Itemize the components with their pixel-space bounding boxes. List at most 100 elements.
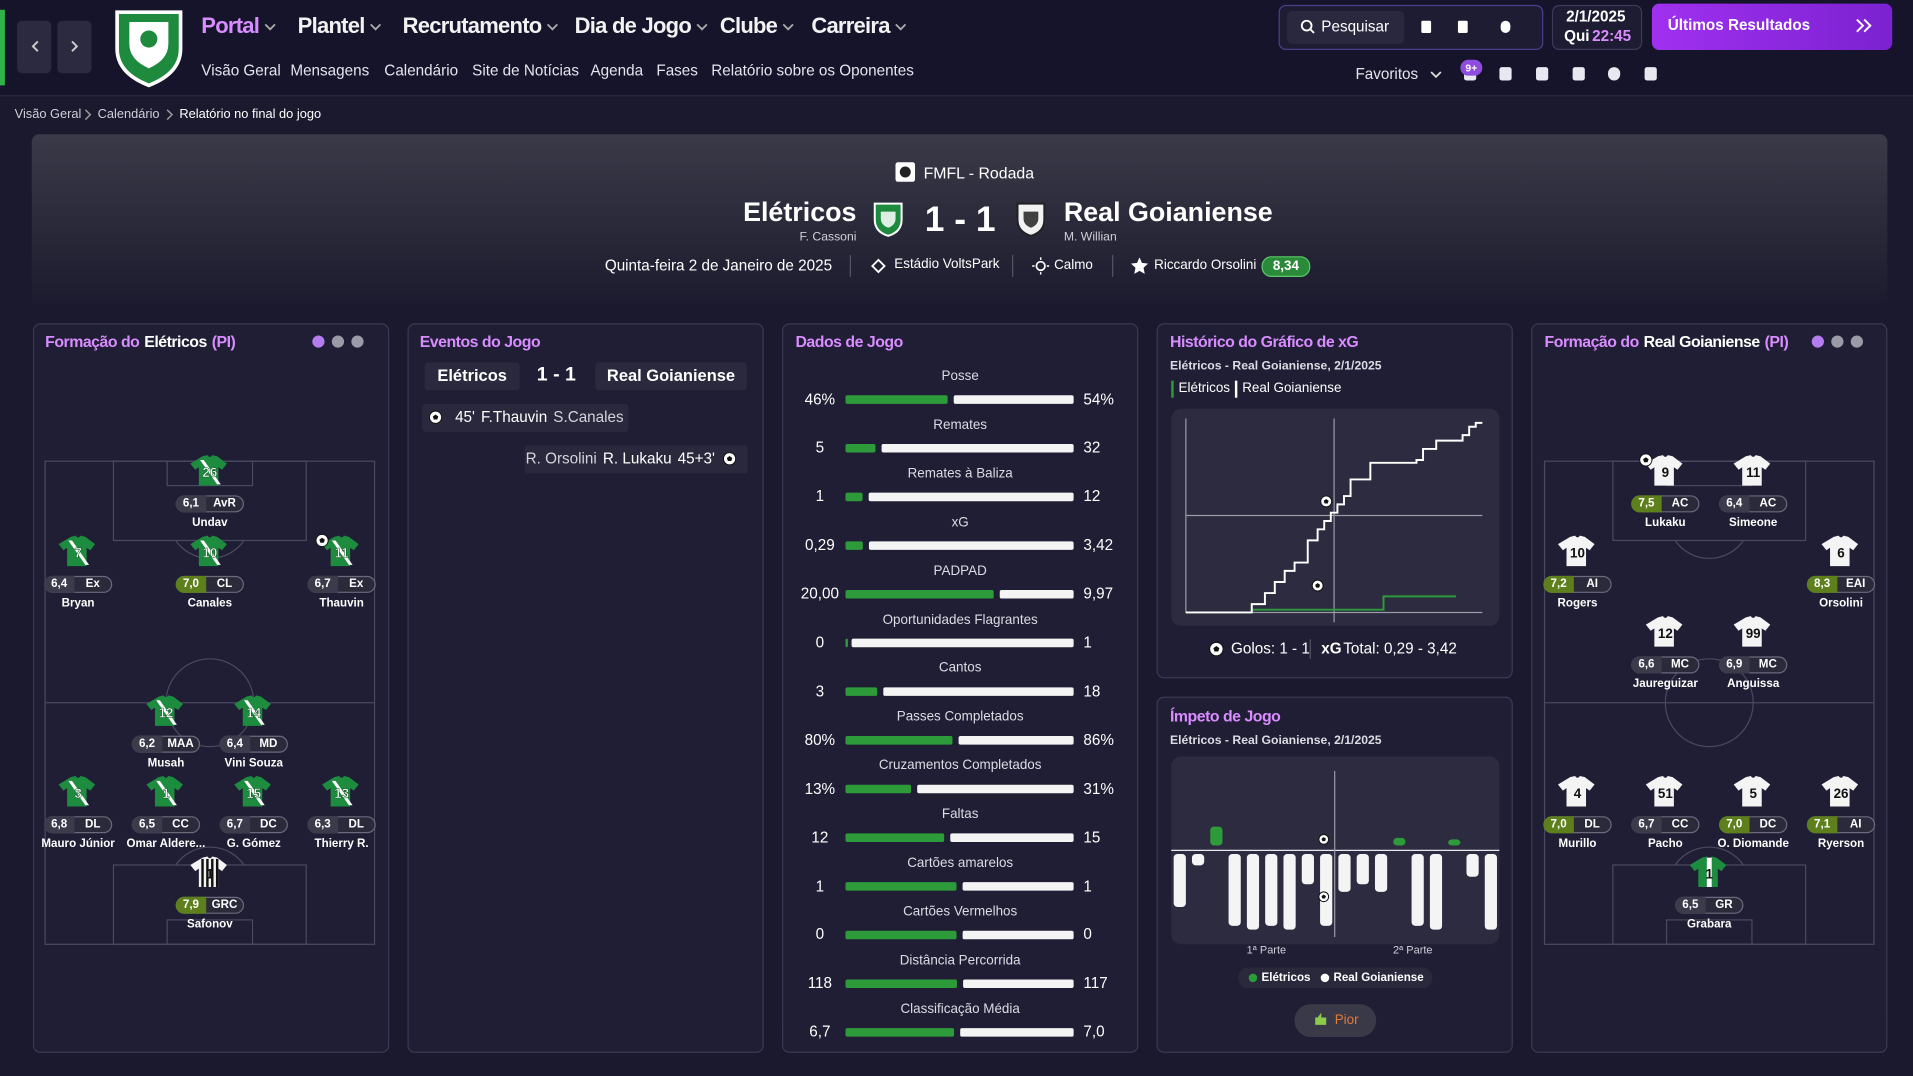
sub-menu-item[interactable]: Visão Geral bbox=[201, 61, 281, 79]
shirt-stripe bbox=[244, 780, 265, 806]
player-rating: 6,4 bbox=[1726, 496, 1743, 511]
xg-total-label: xG bbox=[1321, 640, 1342, 658]
main-menu-item[interactable]: Dia de Jogo bbox=[574, 13, 692, 38]
results-chevrons bbox=[1856, 18, 1872, 33]
stat-away: 12 bbox=[1083, 488, 1101, 506]
stat-label: PADPAD bbox=[933, 563, 987, 579]
player-name[interactable]: Vini Souza bbox=[224, 756, 283, 771]
away-lineup-panel bbox=[1531, 323, 1888, 1053]
player-position: AvR bbox=[213, 496, 236, 511]
stat-label: Remates bbox=[933, 417, 988, 433]
stat-away: 0 bbox=[1083, 926, 1092, 944]
player-name[interactable]: Omar Aldere... bbox=[126, 837, 206, 851]
player-name[interactable]: Bryan bbox=[61, 596, 95, 611]
latest-results-button[interactable] bbox=[1651, 3, 1893, 51]
player-rating: 6,7 bbox=[314, 577, 331, 591]
player-name[interactable]: G. Gómez bbox=[226, 837, 281, 851]
player-position: EAI bbox=[1846, 577, 1866, 591]
main-menu-item[interactable]: Portal bbox=[201, 13, 260, 38]
stat-home: 118 bbox=[807, 974, 833, 992]
stat-home: 6,7 bbox=[809, 1023, 831, 1041]
breadcrumb-item[interactable]: Calendário bbox=[97, 107, 160, 122]
toolbar-icon bbox=[1457, 20, 1468, 33]
events-away: Real Goianiense bbox=[606, 366, 736, 385]
rating-cell bbox=[131, 735, 163, 753]
player-name[interactable]: Ryerson bbox=[1817, 837, 1865, 851]
search-button[interactable] bbox=[1287, 10, 1405, 44]
xg-line bbox=[1185, 421, 1483, 614]
page-dot bbox=[351, 335, 364, 348]
player-position: CC bbox=[172, 817, 189, 832]
main-menu-item[interactable]: Recrutamento bbox=[402, 13, 543, 38]
player-name[interactable]: Thauvin bbox=[319, 596, 364, 611]
shirt-number: 13 bbox=[334, 786, 349, 801]
stat-away: 9,97 bbox=[1083, 585, 1114, 603]
worse-button-label[interactable]: Pior bbox=[1334, 1013, 1359, 1028]
player-name[interactable]: Musah bbox=[147, 756, 185, 771]
shirt-stripe bbox=[211, 858, 214, 887]
sub-menu-item[interactable]: Fases bbox=[656, 61, 698, 79]
player-name[interactable]: Simeone bbox=[1729, 516, 1778, 530]
stat-label: Remates à Baliza bbox=[907, 466, 1013, 482]
main-menu-item[interactable]: Carreira bbox=[811, 13, 890, 38]
player-name[interactable]: O. Diomande bbox=[1717, 837, 1789, 851]
favorites[interactable]: Favoritos bbox=[1355, 65, 1419, 83]
player-position: AI bbox=[1586, 577, 1598, 591]
player-name[interactable]: Mauro Júnior bbox=[41, 837, 115, 851]
favorite-icon bbox=[1644, 67, 1657, 81]
chevron-down bbox=[782, 23, 794, 31]
player-name[interactable]: Murillo bbox=[1558, 837, 1597, 851]
worse-button[interactable] bbox=[1294, 1004, 1377, 1038]
stat-away: 18 bbox=[1083, 682, 1101, 700]
main-menu-item[interactable]: Plantel bbox=[297, 13, 366, 38]
panel-title-suffix: (PI) bbox=[211, 332, 236, 351]
player-name[interactable]: Rogers bbox=[1557, 596, 1598, 611]
player-shirt bbox=[1733, 616, 1771, 647]
latest-results-label[interactable]: Últimos Resultados bbox=[1667, 16, 1811, 34]
sub-menu-item[interactable]: Agenda bbox=[590, 61, 644, 79]
player-name[interactable]: Pacho bbox=[1647, 837, 1683, 851]
player-name[interactable]: Orsolini bbox=[1819, 596, 1863, 611]
forward-button[interactable] bbox=[57, 20, 92, 74]
player-name[interactable]: Lukaku bbox=[1645, 516, 1686, 530]
stat-bar-home bbox=[845, 736, 953, 745]
stat-bar-away bbox=[958, 736, 1074, 745]
stat-away: 117 bbox=[1083, 974, 1108, 992]
search-label[interactable]: Pesquisar bbox=[1321, 17, 1390, 36]
player-name[interactable]: Grabara bbox=[1687, 917, 1732, 932]
sub-menu-item[interactable]: Calendário bbox=[384, 61, 459, 79]
ball-icon bbox=[1318, 834, 1330, 845]
main-menu-item[interactable]: Clube bbox=[719, 13, 778, 38]
player-name[interactable]: Canales bbox=[187, 596, 233, 611]
player-position: GRC bbox=[211, 898, 238, 912]
xg-total: Total: 0,29 - 3,42 bbox=[1343, 640, 1457, 658]
page-dot bbox=[1831, 335, 1844, 348]
sub-menu-item[interactable]: Relatório sobre os Oponentes bbox=[711, 61, 914, 79]
stat-label: Posse bbox=[941, 369, 979, 384]
stat-home: 5 bbox=[815, 439, 825, 457]
player-name[interactable]: Undav bbox=[192, 516, 228, 530]
player-name[interactable]: Anguissa bbox=[1727, 677, 1780, 691]
rating-cell bbox=[1631, 495, 1662, 513]
stat-away: 7,0 bbox=[1083, 1023, 1105, 1041]
player-rating: 7,1 bbox=[1814, 817, 1831, 832]
sub-menu-item[interactable]: Site de Notícias bbox=[472, 61, 579, 79]
shirt-number: 6 bbox=[1837, 545, 1844, 560]
player-name[interactable]: Safonov bbox=[186, 917, 233, 932]
stat-label: Passes Completados bbox=[896, 709, 1024, 725]
breadcrumb-item[interactable]: Visão Geral bbox=[14, 107, 82, 122]
shirt-number: 12 bbox=[1658, 626, 1673, 641]
ball-patch bbox=[1643, 457, 1649, 463]
momentum-bar-away bbox=[1301, 854, 1314, 885]
player-name[interactable]: Thierry R. bbox=[314, 837, 369, 851]
rating-cell bbox=[1719, 656, 1750, 674]
panel-title: Histórico do Gráfico de xG bbox=[1170, 332, 1359, 351]
sub-menu-item[interactable]: Mensagens bbox=[290, 61, 370, 79]
active-strip bbox=[0, 9, 5, 86]
ball-patch bbox=[726, 455, 733, 461]
momentum-bar-away bbox=[1356, 854, 1369, 885]
player-shirt bbox=[1733, 775, 1771, 807]
player-name[interactable]: Jaureguizar bbox=[1632, 677, 1698, 691]
notification-count: 9+ bbox=[1465, 61, 1478, 75]
stat-label: Cruzamentos Completados bbox=[878, 758, 1042, 774]
